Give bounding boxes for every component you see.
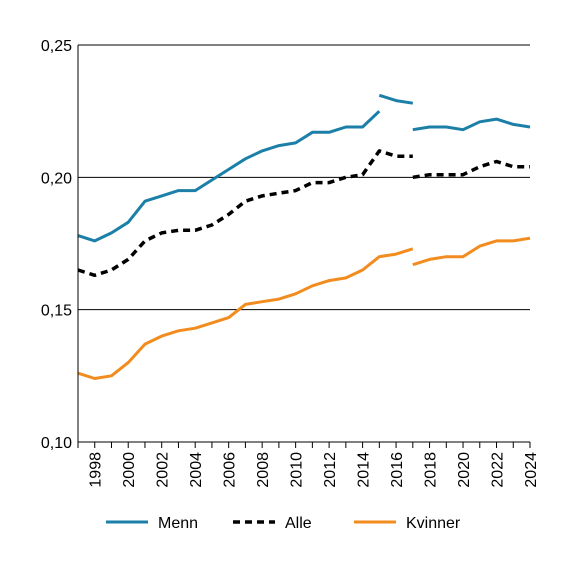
legend-label: Kvinner xyxy=(406,515,461,532)
series-line-alle-1 xyxy=(412,159,530,180)
y-tick-label: 0,10 xyxy=(41,435,72,452)
series-alle xyxy=(77,149,530,278)
x-tick-label: 2002 xyxy=(155,452,172,488)
series-line-menn-2 xyxy=(412,117,531,132)
series-menn xyxy=(77,93,531,243)
y-tick-label: 0,25 xyxy=(41,38,72,55)
x-tick-label: 2018 xyxy=(423,452,440,488)
y-tick-label: 0,20 xyxy=(41,170,72,187)
legend-label: Menn xyxy=(158,515,198,532)
axes xyxy=(77,45,531,448)
x-tick-label: 2020 xyxy=(456,452,473,488)
series-line-kvinner-0 xyxy=(77,247,414,380)
x-tick-label: 2016 xyxy=(389,452,406,488)
x-tick-label: 2022 xyxy=(490,452,507,488)
x-tick-label: 2014 xyxy=(356,452,373,488)
x-tick-label: 2006 xyxy=(222,452,239,488)
x-tick-label: 2004 xyxy=(188,452,205,488)
legend-label: Alle xyxy=(285,515,312,532)
grid-lines xyxy=(78,44,530,443)
series-line-alle-0 xyxy=(77,149,413,278)
series-line-kvinner-1 xyxy=(412,236,531,267)
y-tick-labels: 0,10 0,15 0,20 0,25 xyxy=(41,38,72,452)
series-line-menn-0 xyxy=(77,110,381,243)
x-tick-label: 2000 xyxy=(121,452,138,488)
legend: Menn Alle Kvinner xyxy=(106,515,461,532)
series-line-menn-1 xyxy=(378,93,414,105)
x-tick-labels: 1998 2000 2002 2004 2006 2008 2010 2012 2014 2016… xyxy=(88,452,540,488)
x-tick-label: 2012 xyxy=(322,452,339,488)
x-tick-label: 2008 xyxy=(255,452,272,488)
x-tick-label: 2024 xyxy=(523,452,540,488)
x-tick-label: 1998 xyxy=(88,452,105,488)
y-tick-label: 0,15 xyxy=(41,303,72,320)
series-kvinner xyxy=(77,236,531,380)
x-tick-label: 2010 xyxy=(289,452,306,488)
series-lines xyxy=(77,93,531,380)
legend-item-kvinner: Kvinner xyxy=(354,515,461,532)
legend-item-menn: Menn xyxy=(106,515,198,532)
legend-item-alle: Alle xyxy=(233,515,312,532)
